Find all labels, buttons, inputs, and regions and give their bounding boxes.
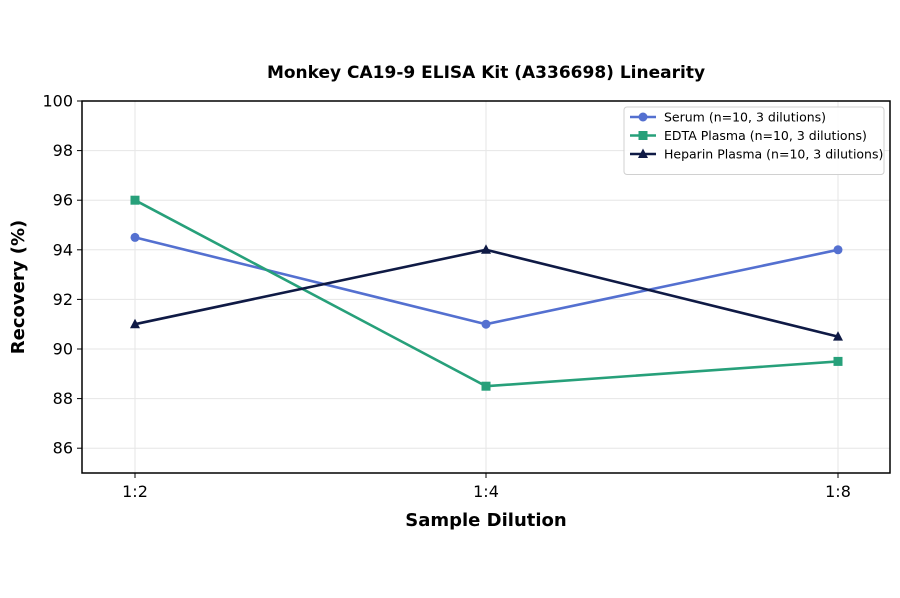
legend-marker	[638, 112, 648, 122]
data-point	[481, 319, 491, 329]
x-tick-label: 1:8	[825, 482, 851, 501]
data-point	[833, 331, 843, 341]
data-point	[833, 245, 843, 255]
data-point	[130, 318, 140, 329]
data-point	[130, 195, 140, 205]
y-tick-label: 88	[53, 389, 73, 408]
data-point	[481, 381, 491, 391]
data-point	[481, 244, 491, 254]
legend: Serum (n=10, 3 dilutions) EDTA Plasma (n=…	[623, 106, 885, 175]
chart-title: Monkey CA19-9 ELISA Kit (A336698) Linear…	[267, 63, 705, 83]
series-2	[130, 195, 843, 391]
x-tick-label: 1:4	[473, 482, 499, 501]
data-point	[130, 232, 140, 242]
x-axis-label: Sample Dilution	[405, 510, 566, 531]
legend-label: Serum (n=10, 3 dilutions)	[664, 110, 826, 125]
y-tick-label: 100	[42, 92, 73, 111]
ticks: 1:2 1:4 1:8 86 88 90 92 94 96 98 100	[42, 92, 850, 502]
y-tick-label: 86	[53, 439, 73, 458]
legend-label: Heparin Plasma (n=10, 3 dilutions)	[664, 147, 883, 162]
legend-entry: Heparin Plasma (n=10, 3 dilutions)	[630, 147, 883, 162]
legend-box	[623, 106, 885, 175]
legend-entry: Serum (n=10, 3 dilutions)	[630, 110, 826, 125]
y-tick-label: 94	[53, 240, 73, 259]
legend-label: EDTA Plasma (n=10, 3 dilutions)	[664, 128, 867, 143]
legend-entry: EDTA Plasma (n=10, 3 dilutions)	[630, 128, 867, 143]
data-point	[833, 356, 843, 366]
series-layer	[130, 195, 843, 391]
series-1	[130, 232, 843, 329]
legend-marker	[638, 131, 648, 140]
y-tick-label: 92	[53, 290, 73, 309]
y-tick-label: 96	[53, 191, 73, 210]
y-tick-label: 90	[53, 340, 73, 359]
legend-marker	[638, 148, 648, 158]
y-axis-label: Recovery (%)	[8, 220, 29, 354]
x-tick-label: 1:2	[122, 482, 148, 501]
series-3	[130, 244, 843, 341]
y-tick-label: 98	[53, 141, 73, 160]
